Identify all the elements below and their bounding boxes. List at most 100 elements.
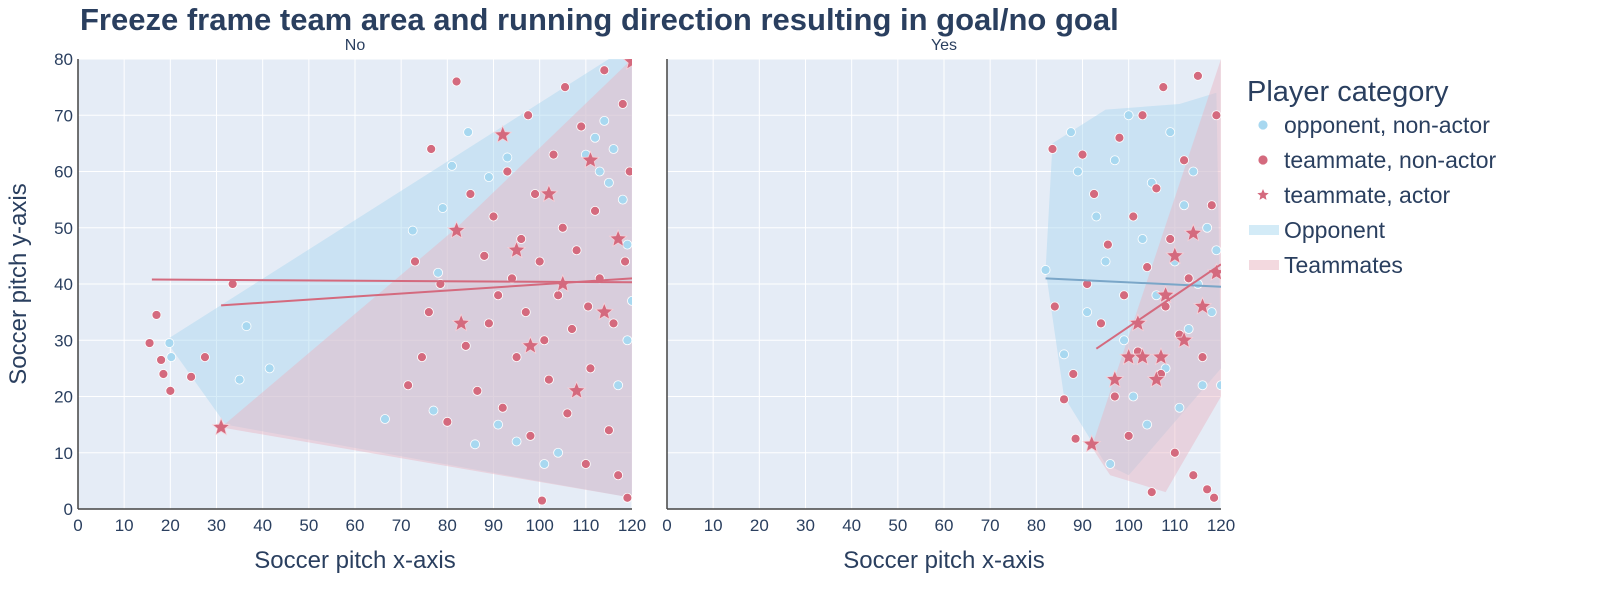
legend-marker-circle — [1257, 154, 1269, 166]
teammate-point — [576, 121, 587, 132]
teammate-point — [617, 99, 628, 109]
x-tick-label: 40 — [842, 516, 861, 535]
teammate-point — [151, 310, 162, 320]
x-tick-label: 120 — [1207, 516, 1235, 535]
teammate-point — [200, 352, 210, 363]
teammate-point — [1211, 110, 1221, 121]
actor-point — [1082, 434, 1102, 453]
opponent-point — [1188, 166, 1199, 177]
y-tick-label: 60 — [54, 163, 73, 182]
opponent-point — [502, 152, 513, 163]
opponent-point — [1109, 155, 1120, 166]
actor-point — [446, 220, 467, 239]
teammate-point — [426, 144, 437, 154]
x-tick-label: 120 — [618, 516, 646, 535]
x-tick-label: 30 — [207, 516, 226, 535]
teammate-point — [403, 380, 413, 391]
teammate-direction-line — [1095, 263, 1221, 350]
x-tick-label: 50 — [888, 516, 907, 535]
teammate-point — [1068, 369, 1079, 379]
teammate-point — [560, 82, 570, 93]
opponent-point — [622, 335, 632, 346]
teammate-point — [1109, 391, 1120, 402]
teammate-direction-line — [221, 277, 632, 307]
opponent-point — [1202, 222, 1213, 233]
opponent-point — [553, 447, 564, 458]
teammate-point — [622, 492, 632, 503]
teammate-point — [465, 189, 476, 199]
opponent-point — [1216, 380, 1221, 391]
teammate-point — [567, 324, 577, 334]
legend-label: Teammates — [1284, 252, 1403, 278]
legend-item[interactable]: teammate, actor — [1257, 182, 1451, 208]
opponent-point — [604, 177, 614, 188]
opponent-area — [165, 59, 632, 498]
teammate-point — [534, 256, 545, 267]
subplot-title: No — [345, 37, 366, 54]
teammate-point — [1049, 301, 1060, 312]
opponent-point — [1206, 307, 1217, 318]
teammate-point — [1209, 492, 1219, 503]
actor-point — [493, 124, 513, 144]
teammate-point — [580, 459, 591, 469]
legend-item[interactable]: teammate, non-actor — [1257, 147, 1497, 173]
opponent-point — [164, 338, 175, 348]
teammate-point — [1114, 132, 1125, 143]
teammate-point — [562, 408, 573, 419]
teammate-point — [1169, 447, 1180, 458]
teammate-point — [1146, 487, 1157, 498]
legend-item[interactable]: opponent, non-actor — [1257, 112, 1490, 138]
opponent-direction-line — [1045, 277, 1221, 288]
teammate-point — [1151, 183, 1162, 194]
x-tick-label: 30 — [796, 516, 815, 535]
teammate-point — [624, 166, 632, 177]
opponent-point — [590, 132, 600, 143]
x-tick-label: 60 — [346, 516, 365, 535]
actor-point — [580, 150, 600, 169]
opponent-point — [447, 160, 457, 171]
actor-point — [1128, 313, 1148, 332]
x-tick-label: 10 — [704, 516, 723, 535]
teammate-point — [1142, 262, 1153, 273]
x-tick-label: 0 — [662, 516, 671, 535]
opponent-point — [1211, 245, 1221, 256]
teammate-point — [608, 318, 619, 329]
opponent-point — [264, 363, 275, 374]
teammate-point — [1128, 211, 1139, 222]
actor-point — [594, 302, 614, 321]
x-tick-label: 100 — [525, 516, 553, 535]
teammate-point — [1077, 149, 1088, 160]
teammate-area — [221, 59, 632, 498]
plot-content — [144, 59, 632, 506]
teammate-point — [410, 256, 420, 267]
opponent-point — [1142, 419, 1153, 430]
teammate-point — [156, 355, 167, 365]
legend-item[interactable]: Opponent — [1249, 217, 1386, 243]
y-tick-label: 10 — [54, 444, 73, 463]
x-tick-label: 110 — [572, 516, 599, 535]
x-tick-label: 50 — [299, 516, 318, 535]
opponent-point — [483, 172, 494, 183]
opponent-area — [1045, 92, 1221, 476]
opponent-point — [539, 459, 550, 469]
teammate-point — [417, 352, 427, 363]
teammate-point — [571, 245, 582, 256]
subplot-no: 0 10 20 30 40 50 60 70 80 90 100 110 120 0 10 20 30 40 50 6… — [5, 37, 646, 574]
teammate-point — [511, 352, 522, 363]
plot-content — [1040, 59, 1221, 503]
opponent-point — [599, 115, 610, 126]
x-tick-label: 70 — [981, 516, 1000, 535]
teammate-point — [1158, 82, 1169, 93]
teammate-point — [1188, 470, 1199, 481]
teammate-point — [553, 290, 564, 301]
teammate-point — [585, 363, 596, 374]
teammate-point — [1197, 352, 1208, 363]
x-tick-label: 110 — [1161, 516, 1188, 535]
opponent-point — [493, 419, 504, 430]
teammate-point — [1206, 200, 1217, 211]
x-tick-label: 20 — [750, 516, 769, 535]
actor-point — [1133, 347, 1153, 366]
legend-item[interactable]: Teammates — [1249, 252, 1403, 278]
x-tick-label: 60 — [935, 516, 954, 535]
